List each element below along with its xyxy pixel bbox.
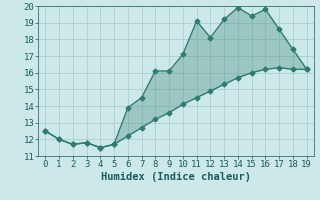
X-axis label: Humidex (Indice chaleur): Humidex (Indice chaleur) — [101, 172, 251, 182]
